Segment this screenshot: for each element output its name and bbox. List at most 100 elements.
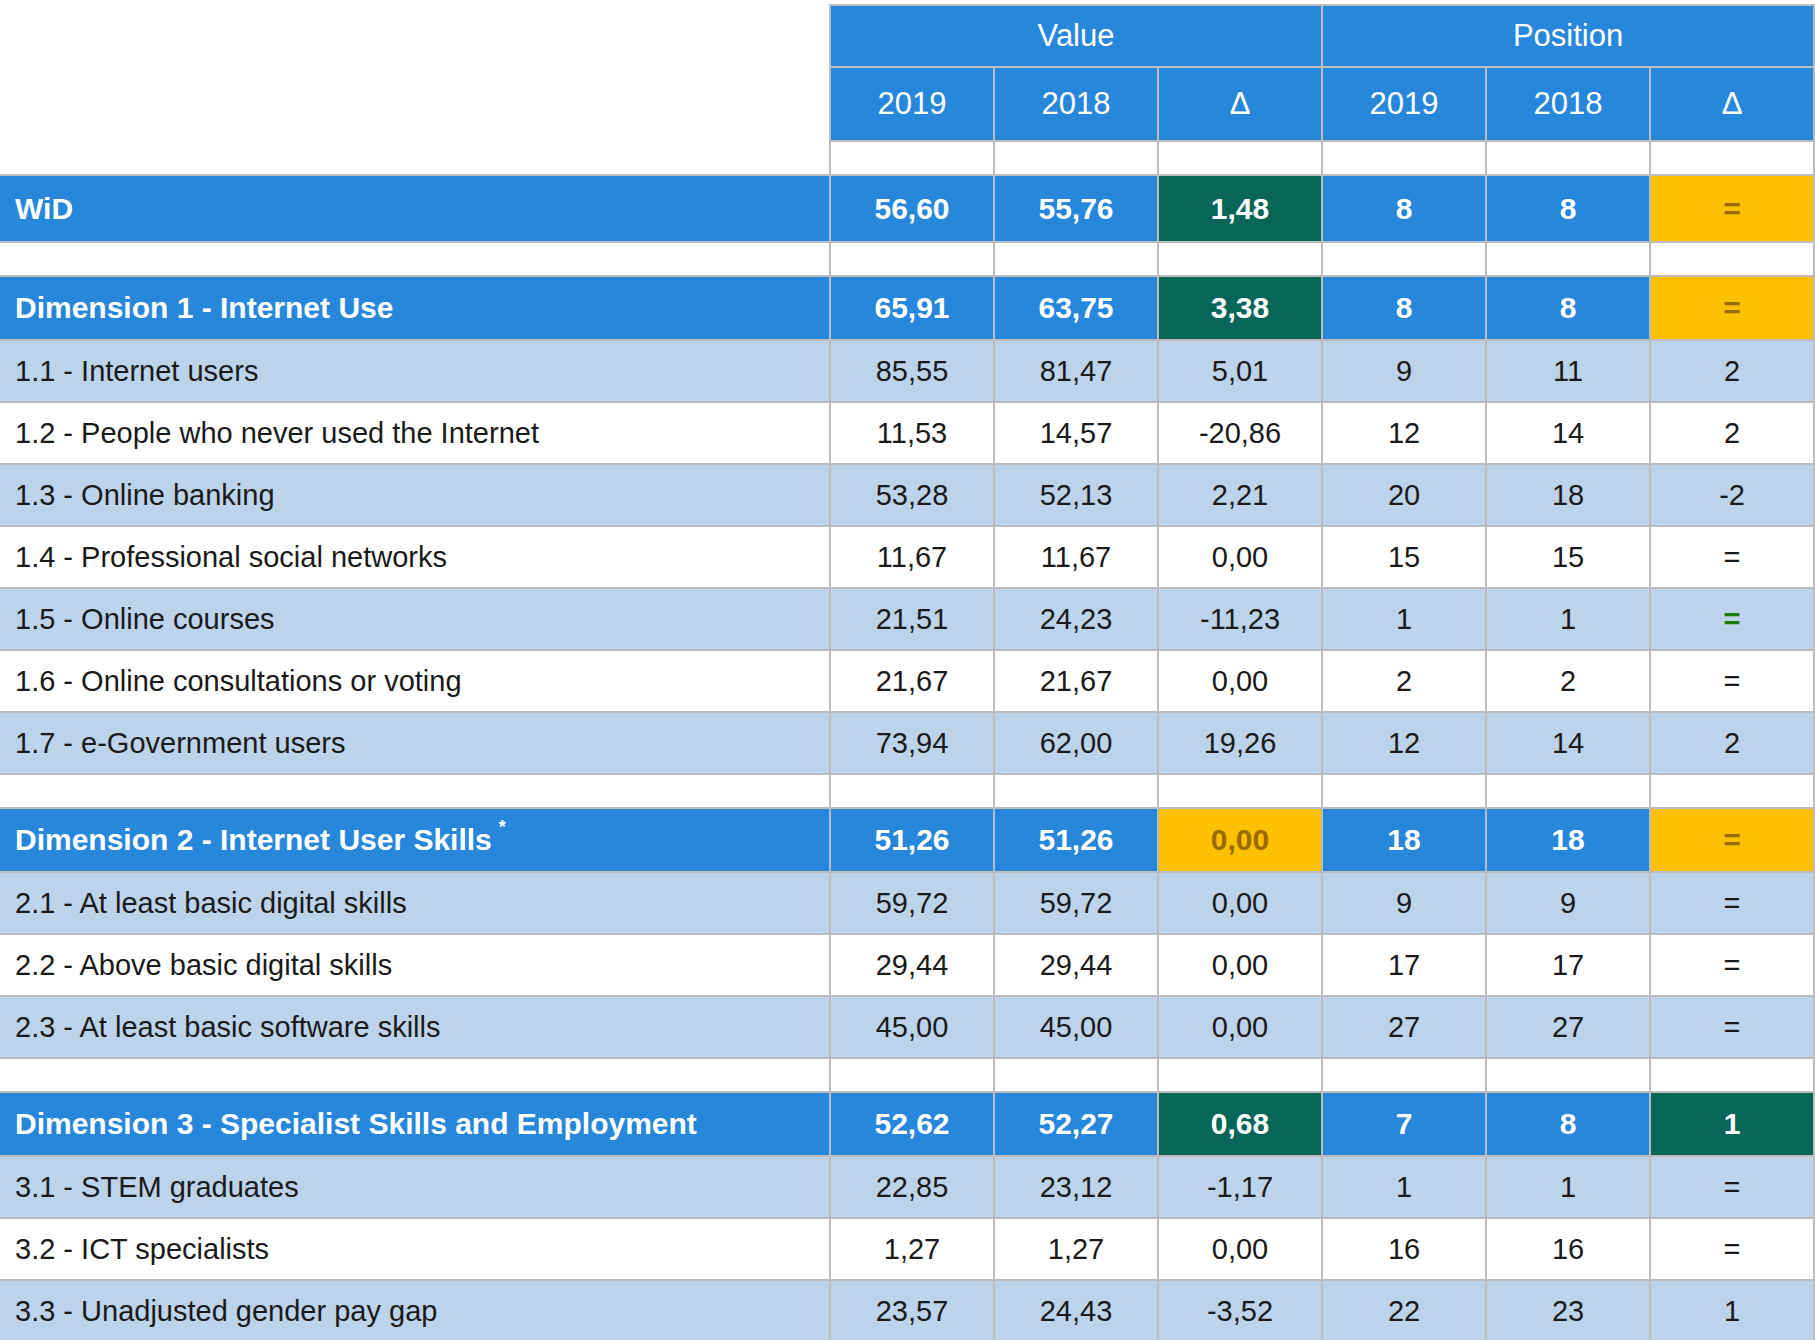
table-cell: = (1650, 1218, 1814, 1280)
table-cell: 55,76 (994, 175, 1158, 242)
dimension-row: Dimension 3 - Specialist Skills and Empl… (0, 1092, 1814, 1156)
row-label: 3.1 - STEM graduates (0, 1156, 830, 1218)
table-cell: 9 (1486, 872, 1650, 934)
indicator-row: 1.2 - People who never used the Internet… (0, 402, 1814, 464)
spacer-row (0, 774, 1814, 808)
col-header-value-2018: 2018 (994, 67, 1158, 141)
table-cell: 11,67 (830, 526, 994, 588)
table-cell (1486, 141, 1650, 175)
table-cell: 1,48 (1158, 175, 1322, 242)
table-cell: 12 (1322, 712, 1486, 774)
table-cell (830, 1058, 994, 1092)
table-cell: 9 (1322, 340, 1486, 402)
table-cell: 22 (1322, 1280, 1486, 1340)
spacer-label-cell (0, 141, 830, 175)
table-cell: = (1650, 808, 1814, 872)
table-cell: 8 (1486, 175, 1650, 242)
col-header-position-delta: Δ (1650, 67, 1814, 141)
col-header-position-2018: 2018 (1486, 67, 1650, 141)
table-cell: 21,67 (830, 650, 994, 712)
table-cell (994, 774, 1158, 808)
row-label: 1.6 - Online consultations or voting (0, 650, 830, 712)
table-cell: 45,00 (994, 996, 1158, 1058)
table-cell (994, 242, 1158, 276)
total-row: WiD56,6055,761,4888= (0, 175, 1814, 242)
table-cell (1650, 242, 1814, 276)
table-cell (1158, 1058, 1322, 1092)
table-cell: 73,94 (830, 712, 994, 774)
table-cell: 0,00 (1158, 526, 1322, 588)
table-cell: 16 (1322, 1218, 1486, 1280)
table-cell: 0,00 (1158, 808, 1322, 872)
table-cell: 85,55 (830, 340, 994, 402)
row-label: 1.1 - Internet users (0, 340, 830, 402)
table-cell: = (1650, 276, 1814, 340)
table-cell: 0,00 (1158, 1218, 1322, 1280)
table-cell: 2,21 (1158, 464, 1322, 526)
table-cell: 62,00 (994, 712, 1158, 774)
table-cell: -2 (1650, 464, 1814, 526)
table-cell: 29,44 (830, 934, 994, 996)
table-cell: 59,72 (830, 872, 994, 934)
table-cell: 14,57 (994, 402, 1158, 464)
indicator-row: 3.3 - Unadjusted gender pay gap23,5724,4… (0, 1280, 1814, 1340)
table-cell: 56,60 (830, 175, 994, 242)
table-cell: 2 (1322, 650, 1486, 712)
table-cell: = (1650, 175, 1814, 242)
row-label: 2.1 - At least basic digital skills (0, 872, 830, 934)
table-cell: 1 (1322, 588, 1486, 650)
table-cell (1158, 242, 1322, 276)
table-cell: 1 (1486, 1156, 1650, 1218)
row-label: 1.4 - Professional social networks (0, 526, 830, 588)
table-cell: 52,27 (994, 1092, 1158, 1156)
table-cell (830, 774, 994, 808)
table-cell: 1 (1322, 1156, 1486, 1218)
table-cell: 29,44 (994, 934, 1158, 996)
table-cell: 45,00 (830, 996, 994, 1058)
table-cell: 8 (1322, 175, 1486, 242)
indicator-row: 1.4 - Professional social networks11,671… (0, 526, 1814, 588)
table-cell: 1 (1486, 588, 1650, 650)
table-cell (1322, 242, 1486, 276)
table-cell (1158, 774, 1322, 808)
table-cell: 8 (1486, 1092, 1650, 1156)
spacer-label-cell (0, 774, 830, 808)
table-cell (830, 242, 994, 276)
row-label: 1.2 - People who never used the Internet (0, 402, 830, 464)
table-cell: 0,00 (1158, 650, 1322, 712)
indicator-row: 1.5 - Online courses21,5124,23-11,2311= (0, 588, 1814, 650)
blank-corner-cell (0, 67, 830, 141)
position-group-header: Position (1322, 5, 1814, 67)
row-label: 3.2 - ICT specialists (0, 1218, 830, 1280)
table-cell: 59,72 (994, 872, 1158, 934)
table-cell: 11,67 (994, 526, 1158, 588)
table-cell (1486, 1058, 1650, 1092)
table-cell: 21,67 (994, 650, 1158, 712)
table-cell: 51,26 (994, 808, 1158, 872)
table-cell (1650, 774, 1814, 808)
scoreboard-table: Value Position 2019 2018 Δ 2019 2018 Δ W… (0, 4, 1815, 1340)
table-cell: 12 (1322, 402, 1486, 464)
indicator-row: 1.7 - e-Government users73,9462,0019,261… (0, 712, 1814, 774)
row-label: WiD (0, 175, 830, 242)
spacer-label-cell (0, 1058, 830, 1092)
table-cell: 63,75 (994, 276, 1158, 340)
table-cell: 0,68 (1158, 1092, 1322, 1156)
dimension-row: Dimension 1 - Internet Use65,9163,753,38… (0, 276, 1814, 340)
table-cell: 81,47 (994, 340, 1158, 402)
table-cell: 27 (1322, 996, 1486, 1058)
row-label: 2.2 - Above basic digital skills (0, 934, 830, 996)
row-label: 1.3 - Online banking (0, 464, 830, 526)
table-cell: 15 (1322, 526, 1486, 588)
spacer-row (0, 141, 1814, 175)
table-cell: 5,01 (1158, 340, 1322, 402)
indicator-row: 2.2 - Above basic digital skills29,4429,… (0, 934, 1814, 996)
table-body: WiD56,6055,761,4888=Dimension 1 - Intern… (0, 141, 1814, 1340)
table-cell: 8 (1322, 276, 1486, 340)
table-cell: 0,00 (1158, 934, 1322, 996)
table-cell: 15 (1486, 526, 1650, 588)
table-cell: 7 (1322, 1092, 1486, 1156)
table-cell: = (1650, 934, 1814, 996)
table-cell: 2 (1650, 340, 1814, 402)
table-cell: -11,23 (1158, 588, 1322, 650)
